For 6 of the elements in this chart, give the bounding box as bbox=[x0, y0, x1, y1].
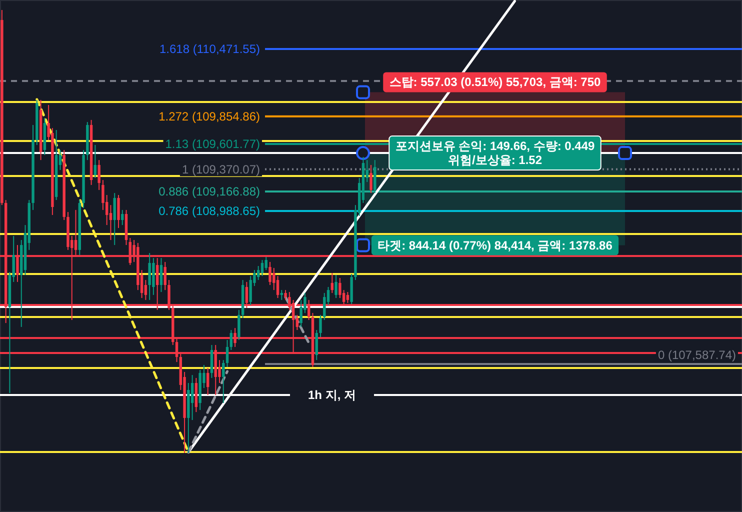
annotation: 포지션보유 손익: 149.66, 수량: 0.449 위험/보상율: 1.52 bbox=[388, 136, 602, 171]
annotation: 포지션보유 손익: 149.66, 수량: 0.449 위험/보상율: 1.52 bbox=[395, 139, 596, 168]
annotation: 스탑: 557.03 (0.51%) 55,703, 금액: 750 bbox=[383, 72, 607, 92]
annotation: 스탑: 557.03 (0.51%) 55,703, 금액: 750 bbox=[389, 75, 602, 90]
annotation: 타겟: 844.14 (0.77%) 84,414, 금액: 1378.86 bbox=[378, 238, 613, 252]
annotation: 타겟: 844.14 (0.77%) 84,414, 금액: 1378.86 bbox=[371, 235, 619, 256]
